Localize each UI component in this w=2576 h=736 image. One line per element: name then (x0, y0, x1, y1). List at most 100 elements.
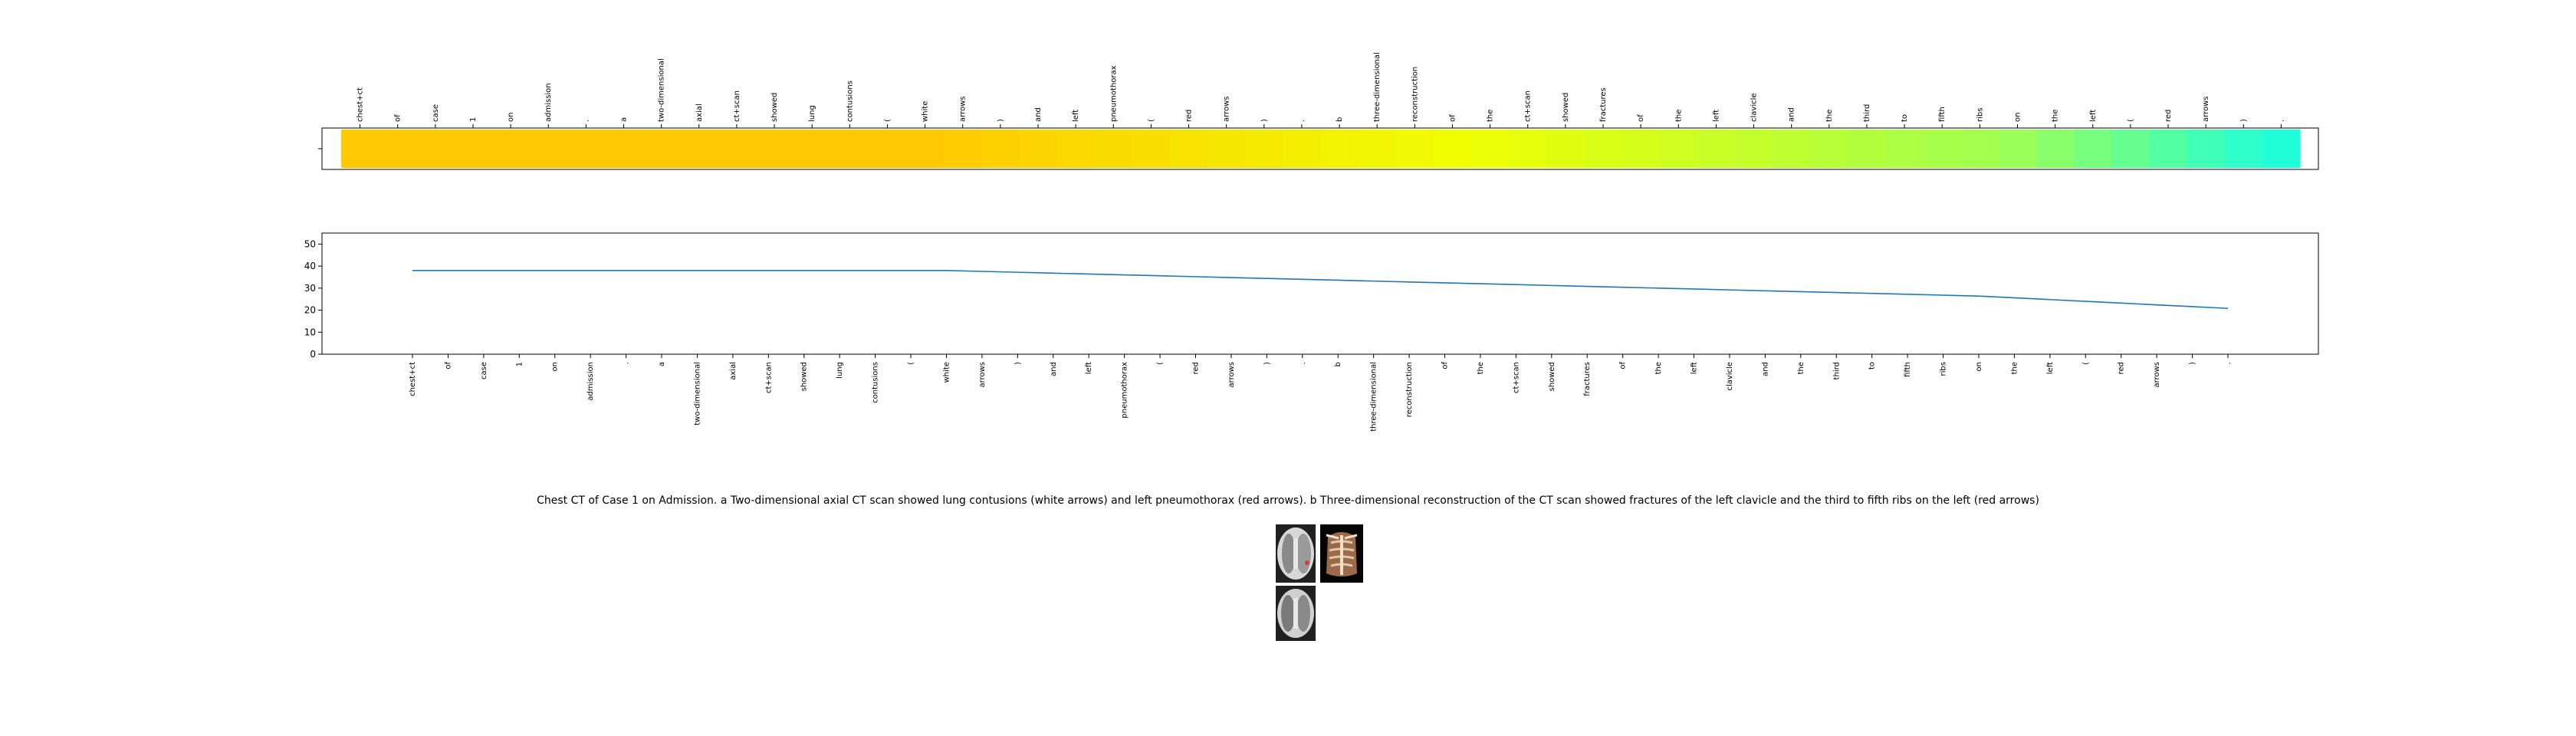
x-axis-token-label: admission (586, 362, 595, 401)
x-axis-token-label: b (1334, 362, 1342, 366)
x-axis-token-label: pneumothorax (1121, 362, 1129, 419)
ct-axial-image-lower (1276, 586, 1316, 641)
heatmap-cell (1848, 130, 1887, 168)
y-axis-tick-label: 40 (304, 261, 316, 271)
figure-caption: Chest CT of Case 1 on Admission. a Two-d… (537, 495, 2039, 507)
x-axis-token-label: of (1441, 362, 1450, 370)
x-axis-token-label: chest+ct (409, 362, 417, 396)
heatmap-token-label: two-dimensional (658, 58, 666, 122)
heatmap-cell (604, 130, 643, 168)
x-axis-token-label: showed (800, 362, 809, 391)
heatmap-token-label: ) (1260, 119, 1269, 122)
heatmap-token-label: on (2013, 113, 2022, 122)
heatmap-token-label: white (922, 101, 930, 122)
heatmap-token-label: fifth (1938, 107, 1947, 122)
heatmap-cell (1208, 130, 1246, 168)
x-axis-token-label: . (1299, 362, 1307, 364)
heatmap-cell (1169, 130, 1208, 168)
x-axis-token-label: left (1691, 362, 1699, 374)
heatmap-token-label: arrows (1223, 97, 1231, 122)
ct-3d-reconstruction-b (1320, 524, 1363, 583)
heatmap-cell (1546, 130, 1585, 168)
x-axis-token-label: white (942, 362, 951, 383)
heatmap-token-label: three-dimensional (1373, 52, 1382, 122)
x-axis-token-label: a (658, 362, 666, 366)
heatmap-cell (2224, 130, 2263, 168)
heatmap-cell (830, 130, 869, 168)
heatmap-token-label: arrows (959, 97, 968, 122)
x-axis-token-label: ) (1263, 362, 1271, 365)
heatmap-cell (1734, 130, 1773, 168)
heatmap-cell (1509, 130, 1547, 168)
heatmap-cell (2262, 130, 2301, 168)
heatmap-cell (642, 130, 681, 168)
heatmap-cell (1622, 130, 1661, 168)
heatmap-cell (1998, 130, 2037, 168)
heatmap-cell (1320, 130, 1359, 168)
heatmap-cell (906, 130, 945, 168)
x-axis-token-label: . (623, 362, 631, 364)
heatmap-token-label: ribs (1976, 108, 1984, 122)
x-axis-token-label: . (2224, 362, 2233, 364)
heatmap-token-label: case (432, 104, 440, 122)
heatmap-token-label: and (1034, 107, 1043, 122)
heatmap-cell (2074, 130, 2112, 168)
heatmap-cell (1094, 130, 1133, 168)
heatmap-token-label: axial (695, 104, 704, 122)
heatmap-cell (1697, 130, 1736, 168)
x-axis-token-label: ribs (1940, 362, 1948, 376)
heatmap-token-label: a (620, 117, 629, 122)
x-axis-token-label: ct+scan (1512, 362, 1520, 393)
heatmap-panel: chest+ct of case 1 on admission. a two-dimensio… (318, 52, 2319, 170)
heatmap-cell (341, 130, 380, 168)
heatmap-token-label: ( (1147, 119, 1155, 122)
x-axis-token-label: the (1477, 362, 1485, 374)
heatmap-cell (1283, 130, 1322, 168)
heatmap-token-label: . (2277, 120, 2285, 122)
x-axis-token-label: 1 (515, 362, 524, 366)
heatmap-token-label: contusions (846, 80, 854, 122)
heatmap-token-label: showed (770, 93, 779, 122)
heatmap-token-label: ( (2127, 119, 2135, 122)
heatmap-cell (1773, 130, 1811, 168)
heatmap-token-label: the (1674, 110, 1683, 122)
x-axis-token-label: ( (2082, 362, 2090, 365)
x-axis-token-label: and (1050, 362, 1058, 376)
x-axis-token-label: the (2010, 362, 2019, 374)
x-axis-token-label: ) (2189, 362, 2197, 365)
heatmap-token-label: left (2089, 110, 2098, 122)
heatmap-token-label: third (1863, 104, 1871, 122)
x-axis-token-label: arrows (978, 362, 987, 387)
heatmap-token-label: reconstruction (1411, 67, 1419, 122)
y-axis-tick-label: 50 (304, 238, 316, 249)
y-axis-tick-label: 0 (310, 349, 316, 360)
heatmap-token-label: . (1298, 120, 1306, 122)
heatmap-token-label: ct+scan (733, 90, 741, 122)
heatmap-cell (1132, 130, 1171, 168)
x-axis-token-label: ( (1156, 362, 1165, 365)
heatmap-cell (1584, 130, 1623, 168)
heatmap-token-label: clavicle (1750, 93, 1759, 122)
heatmap-cell (793, 130, 832, 168)
line-chart-panel: 0 10 20 30 40 50 chest+ct of case 1 on admission. a t… (304, 232, 2319, 432)
x-axis-token-label: left (2046, 362, 2055, 374)
x-axis-token-label: red (1191, 362, 1200, 374)
x-axis-token-label: and (1761, 362, 1769, 376)
y-axis-tick-label: 10 (304, 327, 316, 337)
heatmap-token-label: left (1712, 110, 1720, 122)
x-axis-token-label: axial (729, 362, 738, 380)
x-axis-token-label: showed (1548, 362, 1556, 391)
x-axis-token-label: ( (907, 362, 915, 365)
x-axis-token-label: fractures (1583, 362, 1592, 396)
heatmap-cell (2111, 130, 2150, 168)
x-axis-token-label: arrows (1227, 362, 1236, 387)
heatmap-token-label: admission (544, 83, 553, 122)
heatmap-token-label: showed (1562, 93, 1570, 122)
heatmap-token-label: ( (883, 119, 892, 122)
heatmap-token-label: ct+scan (1524, 90, 1533, 122)
heatmap-cell (1358, 130, 1397, 168)
heatmap-cell (680, 130, 718, 168)
heatmap-token-label: to (1901, 114, 1909, 122)
heatmap-cell (1433, 130, 1472, 168)
